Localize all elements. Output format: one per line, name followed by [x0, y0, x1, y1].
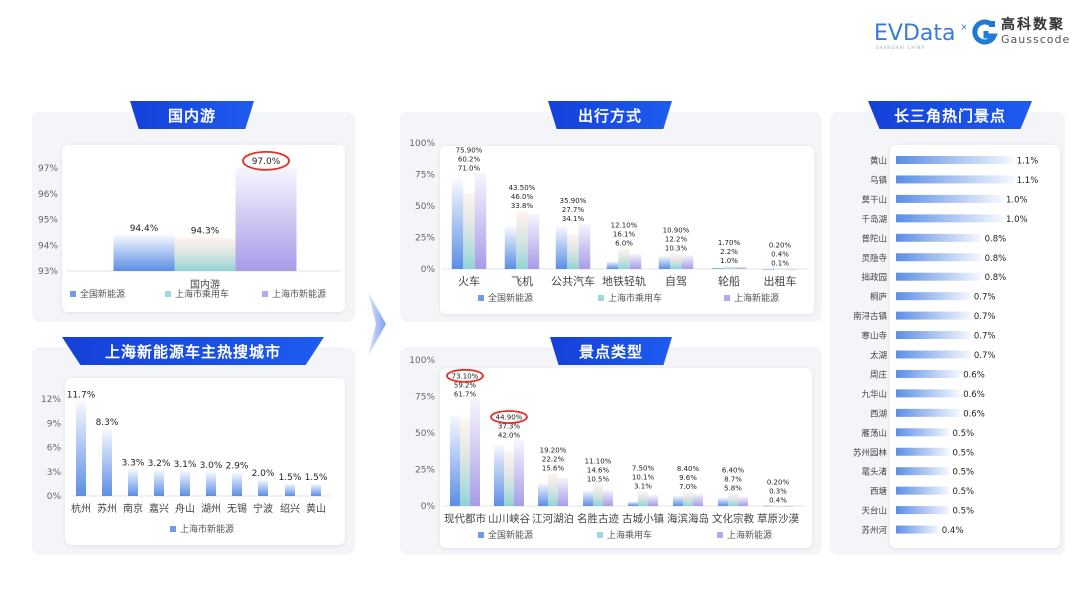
domestic-title: 国内游: [130, 101, 254, 129]
hot-spots-title: 长三角热门景点: [868, 101, 1032, 129]
svg-text:×: ×: [960, 22, 966, 33]
chevron-right-icon: [368, 292, 386, 356]
scenic-type-card: [440, 368, 812, 548]
svg-text:SHANGHAI CHINA: SHANGHAI CHINA: [876, 45, 925, 50]
scenic-type-title: 景点类型: [550, 337, 672, 365]
gausscode-en: Gausscode: [1001, 33, 1071, 46]
cities-title: 上海新能源车主热搜城市: [62, 337, 324, 365]
transport-card: [440, 146, 814, 314]
transport-title: 出行方式: [548, 101, 672, 129]
cities-card: [65, 378, 345, 545]
domestic-card: [62, 145, 345, 312]
hot-spots-card: [890, 145, 1060, 548]
gausscode-cn: 高科数聚: [1001, 17, 1065, 33]
evdata-logo: EVData × SHANGHAI CHINA: [874, 18, 966, 52]
gausscode-logo-icon: [972, 18, 998, 44]
gausscode-logo: 高科数聚 Gausscode: [972, 18, 1070, 45]
evdata-logo-mark: EVData × SHANGHAI CHINA: [874, 21, 966, 50]
evdata-logo-text: EVData: [874, 21, 955, 46]
